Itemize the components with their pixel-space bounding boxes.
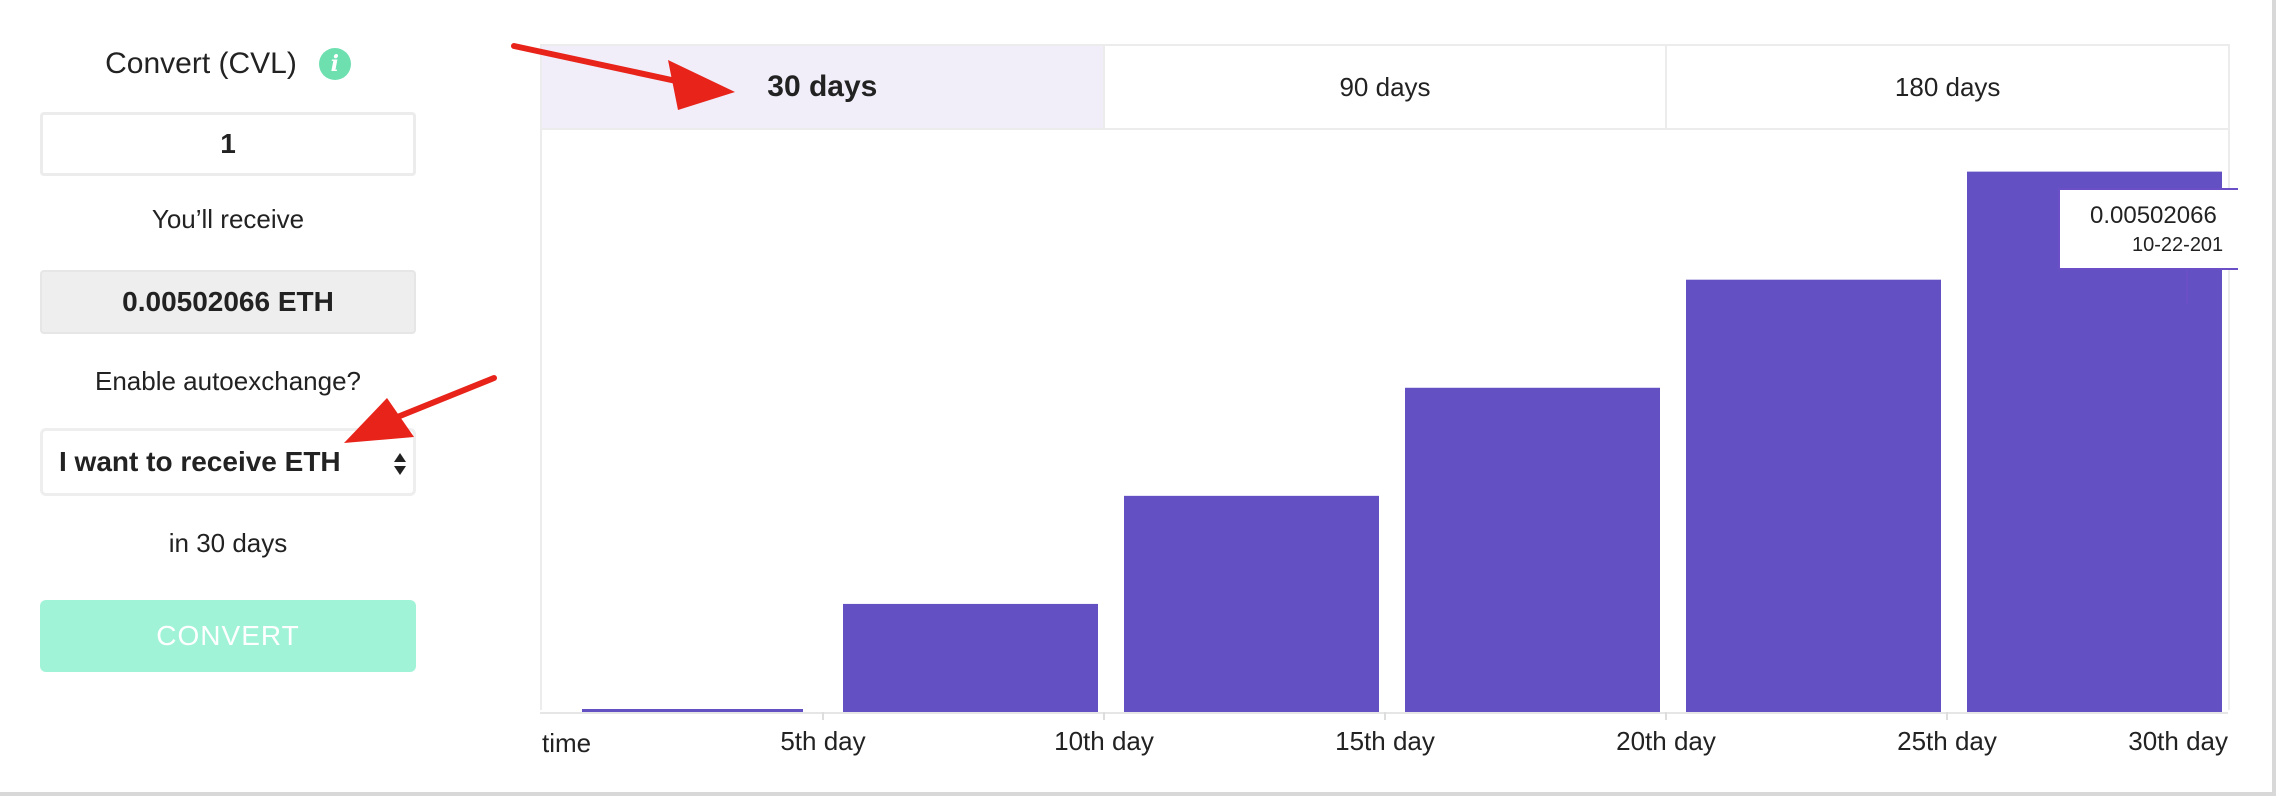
tab-180-days[interactable]: 180 days bbox=[1894, 71, 2001, 102]
tooltip-pointer bbox=[2186, 270, 2188, 304]
receive-label: You’ll receive bbox=[151, 204, 305, 234]
x-tick-label: 30th day bbox=[2128, 726, 2228, 756]
converter-title: Convert (CVL) bbox=[105, 47, 297, 80]
converter-header: Convert (CVL) i bbox=[40, 40, 416, 88]
tab-30-days[interactable]: 30 days bbox=[542, 46, 1105, 128]
x-tick-label: 25th day bbox=[1897, 726, 1997, 756]
amount-input[interactable] bbox=[40, 112, 416, 176]
chart-bar[interactable] bbox=[582, 709, 803, 712]
receive-currency-select[interactable]: I want to receive ETH bbox=[40, 428, 416, 496]
chart-bar[interactable] bbox=[1124, 495, 1379, 712]
x-tick-label: 10th day bbox=[1054, 726, 1154, 756]
convert-button[interactable]: CONVERT bbox=[40, 600, 416, 672]
info-icon[interactable]: i bbox=[318, 48, 351, 80]
x-tick-label: 15th day bbox=[1335, 726, 1435, 756]
receive-amount: 0.00502066 ETH bbox=[40, 270, 416, 334]
converter-panel: Convert (CVL) i You’ll receive 0.0050206… bbox=[0, 0, 460, 800]
chart-tooltip: 0.00502066 10-22-201 bbox=[2058, 188, 2238, 270]
tooltip-value: 0.00502066 bbox=[2090, 202, 2217, 229]
bar-chart: time 5th day 10th day 15th day 20th day 25th … bbox=[540, 171, 2228, 758]
select-value: I want to receive ETH bbox=[59, 446, 341, 477]
period-tabs: 30 days 90 days 180 days bbox=[540, 44, 2230, 130]
duration-label: in 30 days bbox=[168, 528, 288, 558]
x-tick-label: 20th day bbox=[1616, 726, 1716, 756]
x-tick-label: 5th day bbox=[780, 726, 865, 756]
chart-bar[interactable] bbox=[843, 603, 1098, 712]
select-arrows-icon bbox=[394, 453, 406, 475]
chart-bar[interactable] bbox=[1686, 279, 1941, 712]
chart-bar[interactable] bbox=[1405, 387, 1660, 712]
tab-90-days[interactable]: 90 days bbox=[1105, 46, 1668, 128]
tooltip-date: 10-22-201 bbox=[2132, 234, 2224, 256]
chart-container bbox=[540, 130, 2230, 710]
autoexchange-label: Enable autoexchange? bbox=[94, 366, 361, 396]
x-tick-label: time bbox=[542, 728, 591, 758]
